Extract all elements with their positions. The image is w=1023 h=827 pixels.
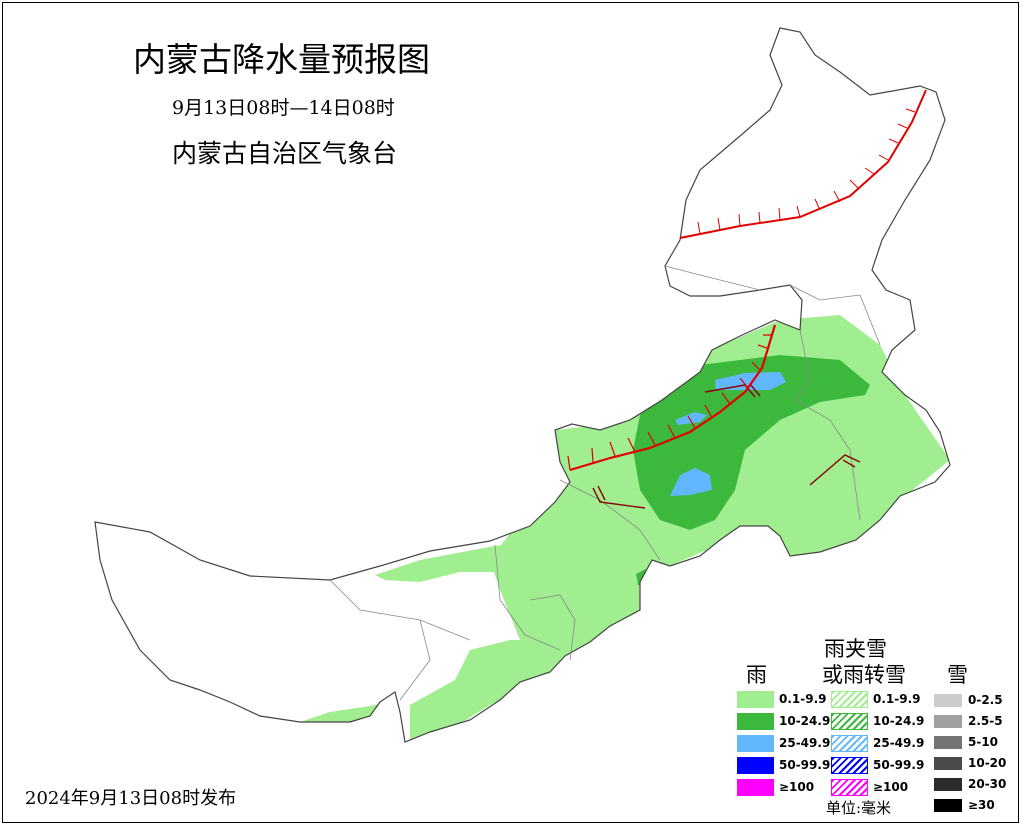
legend-unit: 单位:毫米	[826, 799, 892, 817]
legend-mixed-item: 10-24.9	[831, 712, 924, 730]
swatch	[831, 756, 868, 774]
legend-rain-item: 25-49.9	[737, 734, 830, 752]
swatch	[831, 690, 868, 708]
legend-mixed-item: 25-49.9	[831, 734, 924, 752]
label: 10-24.9	[873, 714, 925, 728]
label: 5-10	[968, 735, 999, 749]
legend-snow-item: 2.5-5	[934, 712, 1003, 730]
legend-snow-heading: 雪	[947, 663, 968, 687]
label: 10-20	[968, 756, 1007, 770]
swatch	[934, 756, 962, 770]
label: 25-49.9	[779, 736, 831, 750]
legend-mixed-item: 0.1-9.9	[831, 690, 921, 708]
legend-snow-item: 10-20	[934, 754, 1006, 772]
swatch	[737, 690, 774, 708]
label: ≥30	[968, 798, 995, 812]
label: 20-30	[968, 777, 1007, 791]
swatch	[737, 756, 774, 774]
legend-snow-item: 0-2.5	[934, 691, 1003, 709]
map-title: 内蒙古降水量预报图	[133, 40, 430, 79]
legend-snow-item: ≥30	[934, 796, 995, 814]
legend-rain-item: 0.1-9.9	[737, 690, 827, 708]
swatch	[831, 712, 868, 730]
legend-snow-item: 20-30	[934, 775, 1006, 793]
label: 0-2.5	[968, 693, 1003, 707]
rain-25-49.9-area-2	[675, 412, 707, 425]
label: 50-99.9	[873, 758, 925, 772]
legend-mixed-heading-1: 雨夹雪	[824, 637, 887, 661]
cold-front-middle	[567, 324, 777, 472]
rain-0.1-9.9-area-south	[410, 640, 575, 740]
swatch	[934, 693, 962, 707]
swatch	[934, 714, 962, 728]
legend-rain-item: ≥100	[737, 778, 814, 796]
swatch	[831, 778, 868, 796]
swatch	[737, 734, 774, 752]
rain-25-49.9-area-3	[670, 468, 712, 496]
rain-25-49.9-area-1	[715, 372, 786, 390]
legend-rain-item: 50-99.9	[737, 756, 830, 774]
label: 0.1-9.9	[779, 692, 827, 706]
label: 0.1-9.9	[873, 692, 921, 706]
swatch	[934, 798, 962, 812]
legend-mixed-item: 50-99.9	[831, 756, 924, 774]
forecast-period: 9月13日08时—14日08时	[172, 97, 395, 119]
legend-mixed-item: ≥100	[831, 778, 908, 796]
label: 2.5-5	[968, 714, 1003, 728]
trough-lines	[592, 383, 861, 509]
legend-rain-item: 10-24.9	[737, 712, 830, 730]
legend-mixed-heading-2: 或雨转雪	[822, 663, 906, 687]
swatch	[934, 735, 962, 749]
label: 10-24.9	[779, 714, 831, 728]
cold-front-north	[679, 89, 927, 239]
legend-rain-heading: 雨	[746, 663, 767, 687]
legend-snow-item: 5-10	[934, 733, 998, 751]
swatch	[737, 712, 774, 730]
swatch	[737, 778, 774, 796]
swatch	[934, 777, 962, 791]
swatch	[831, 734, 868, 752]
label: ≥100	[873, 780, 909, 794]
label: 25-49.9	[873, 736, 925, 750]
rain-0.1-9.9-area-middle	[375, 545, 505, 582]
league-borders	[329, 265, 881, 701]
label: 50-99.9	[779, 758, 831, 772]
issuing-organization: 内蒙古自治区气象台	[172, 139, 398, 168]
label: ≥100	[779, 780, 815, 794]
issue-time: 2024年9月13日08时发布	[25, 788, 237, 809]
